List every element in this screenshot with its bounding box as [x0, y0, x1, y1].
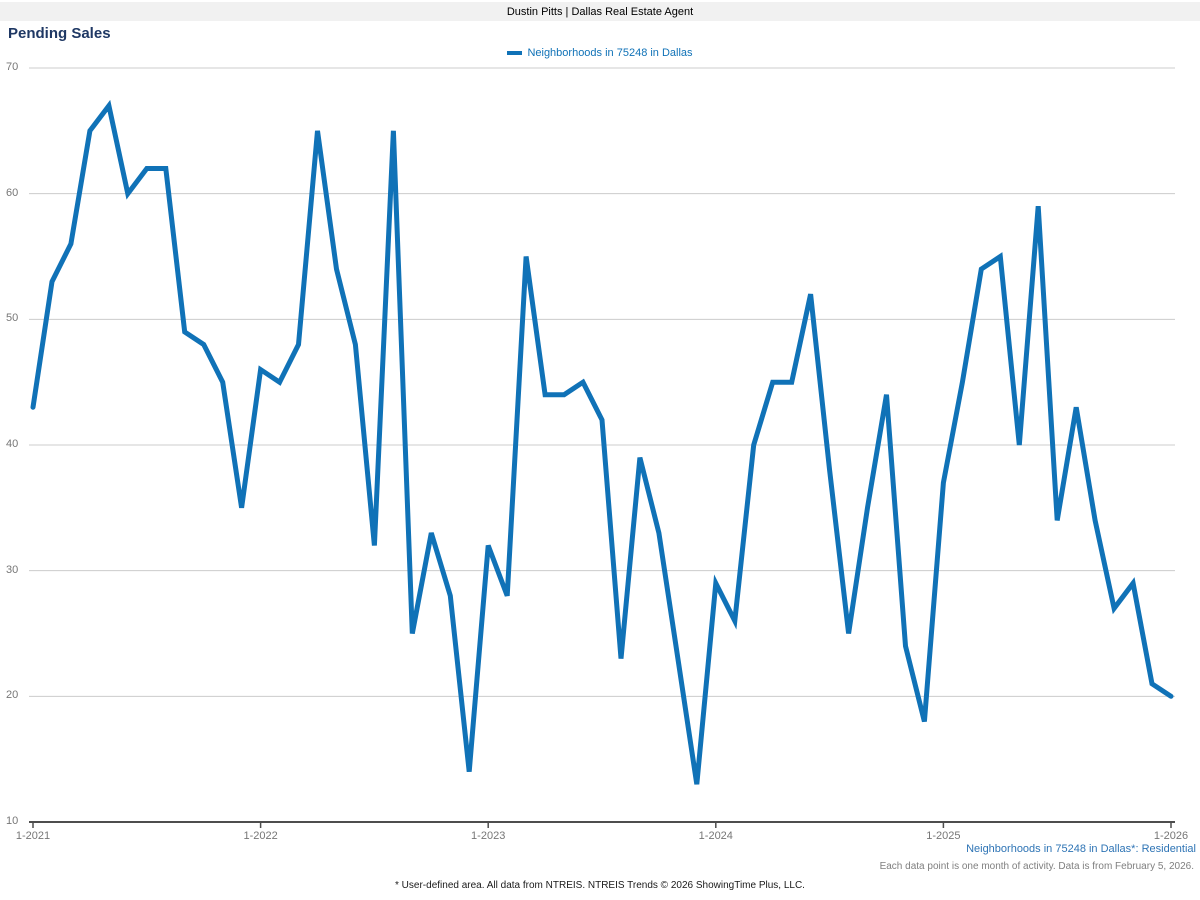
header-bar: Dustin Pitts | Dallas Real Estate Agent [0, 2, 1200, 21]
y-axis-label-20: 20 [6, 689, 19, 702]
series-note: Neighborhoods in 75248 in Dallas*: Resid… [966, 843, 1196, 855]
x-axis-label-1-2023: 1-2023 [471, 830, 506, 842]
y-axis-label-30: 30 [6, 563, 19, 576]
x-axis-label-1-2024: 1-2024 [698, 830, 733, 842]
page-title: Pending Sales [8, 25, 111, 42]
x-axis-label-1-2025: 1-2025 [926, 830, 961, 842]
x-axis-label-1-2026: 1-2026 [1153, 830, 1189, 842]
x-axis-label-1-2022: 1-2022 [243, 830, 278, 842]
legend-line-swatch-icon [507, 51, 523, 55]
header-title: Dustin Pitts | Dallas Real Estate Agent [506, 5, 694, 18]
data-note: Each data point is one month of activity… [879, 861, 1194, 872]
y-axis-label-50: 50 [6, 312, 19, 325]
y-axis-label-10: 10 [6, 815, 19, 827]
y-axis-label-60: 60 [6, 186, 19, 199]
disclaimer: * User-defined area. All data from NTREI… [395, 880, 805, 891]
chart-legend: Neighborhoods in 75248 in Dallas [0, 47, 1200, 59]
y-axis-label-70: 70 [6, 61, 19, 73]
legend-label: Neighborhoods in 75248 in Dallas [527, 47, 693, 59]
y-axis-label-40: 40 [6, 438, 19, 450]
x-axis-label-1-2021: 1-2021 [15, 830, 51, 842]
pending-sales-line [30, 99, 1174, 785]
